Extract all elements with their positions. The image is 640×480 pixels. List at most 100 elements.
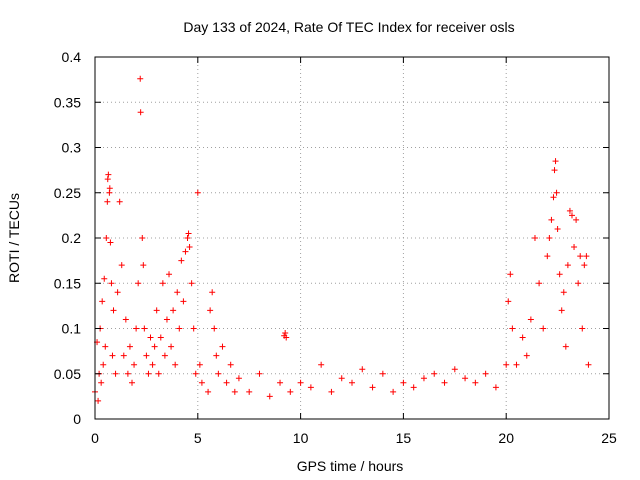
y-tick-label: 0.4 — [62, 49, 82, 65]
data-point — [256, 370, 263, 377]
data-point — [540, 325, 547, 332]
data-point — [194, 189, 201, 196]
data-point — [227, 361, 234, 368]
data-point — [581, 262, 588, 269]
data-point — [235, 375, 242, 382]
data-point — [503, 361, 510, 368]
data-point — [509, 325, 516, 332]
y-tick-label: 0.25 — [54, 185, 81, 201]
data-point — [338, 375, 345, 382]
x-axis-label: GPS time / hours — [297, 458, 404, 474]
data-point — [328, 388, 335, 395]
data-point — [583, 253, 590, 260]
data-point — [527, 316, 534, 323]
data-point — [568, 212, 575, 219]
data-point — [431, 370, 438, 377]
data-point — [297, 379, 304, 386]
x-tick-label: 20 — [498, 430, 514, 446]
data-point — [192, 370, 199, 377]
y-tick-label: 0 — [73, 411, 81, 427]
data-point — [564, 262, 571, 269]
data-point — [585, 361, 592, 368]
data-point — [575, 280, 582, 287]
data-point — [266, 393, 273, 400]
data-point — [180, 298, 187, 305]
data-point — [105, 171, 112, 178]
data-point — [166, 271, 173, 278]
data-point — [137, 75, 144, 82]
data-point — [104, 176, 111, 183]
data-point — [441, 379, 448, 386]
data-point — [519, 334, 526, 341]
data-point — [283, 334, 290, 341]
data-point — [106, 185, 113, 192]
data-point — [215, 370, 222, 377]
data-point — [140, 262, 147, 269]
data-point — [551, 167, 558, 174]
data-point — [120, 352, 127, 359]
data-point — [122, 316, 129, 323]
y-tick-label: 0.1 — [62, 321, 82, 337]
axis-ticks: 0 5 10 15 20 25 0 0.05 0.1 0.15 0.2 0.25 0.3 0.35 0.4 — [54, 49, 617, 446]
data-point — [213, 352, 220, 359]
data-point — [536, 280, 543, 287]
data-point — [544, 253, 551, 260]
data-point — [104, 198, 111, 205]
data-point — [579, 325, 586, 332]
data-point — [100, 361, 107, 368]
data-point — [163, 316, 170, 323]
data-point — [151, 343, 158, 350]
data-point — [277, 379, 284, 386]
data-point — [114, 289, 121, 296]
x-tick-label: 25 — [601, 430, 617, 446]
data-point — [451, 366, 458, 373]
gridlines — [95, 57, 609, 419]
data-point — [307, 384, 314, 391]
data-point — [209, 289, 216, 296]
data-point — [577, 253, 584, 260]
data-point — [231, 388, 238, 395]
y-tick-label: 0.2 — [62, 230, 82, 246]
data-point — [505, 298, 512, 305]
x-tick-label: 5 — [194, 430, 202, 446]
data-point — [553, 189, 560, 196]
data-point — [95, 397, 102, 404]
data-point — [205, 388, 212, 395]
data-point — [99, 298, 106, 305]
y-axis-label: ROTI / TECUs — [6, 193, 22, 283]
data-point — [143, 352, 150, 359]
data-point — [186, 244, 193, 251]
y-tick-label: 0.05 — [54, 366, 81, 382]
y-tick-label: 0.3 — [62, 140, 82, 156]
data-points — [92, 75, 592, 404]
data-point — [556, 271, 563, 278]
data-point — [107, 239, 114, 246]
data-point — [211, 325, 218, 332]
data-point — [550, 194, 557, 201]
data-point — [198, 379, 205, 386]
data-point — [129, 379, 136, 386]
data-point — [157, 334, 164, 341]
data-point — [153, 307, 160, 314]
data-point — [482, 370, 489, 377]
data-point — [108, 280, 115, 287]
data-point — [174, 289, 181, 296]
data-point — [110, 307, 117, 314]
data-point — [554, 225, 561, 232]
data-point — [548, 216, 555, 223]
data-point — [571, 244, 578, 251]
data-point — [513, 361, 520, 368]
chart-title: Day 133 of 2024, Rate Of TEC Index for r… — [183, 19, 514, 35]
data-point — [155, 370, 162, 377]
data-point — [101, 275, 108, 282]
x-tick-label: 15 — [396, 430, 412, 446]
data-point — [390, 388, 397, 395]
data-point — [420, 375, 427, 382]
data-point — [178, 257, 185, 264]
data-point — [135, 280, 142, 287]
data-point — [172, 361, 179, 368]
data-point — [145, 370, 152, 377]
data-point — [462, 375, 469, 382]
data-point — [196, 361, 203, 368]
data-point — [184, 235, 191, 241]
